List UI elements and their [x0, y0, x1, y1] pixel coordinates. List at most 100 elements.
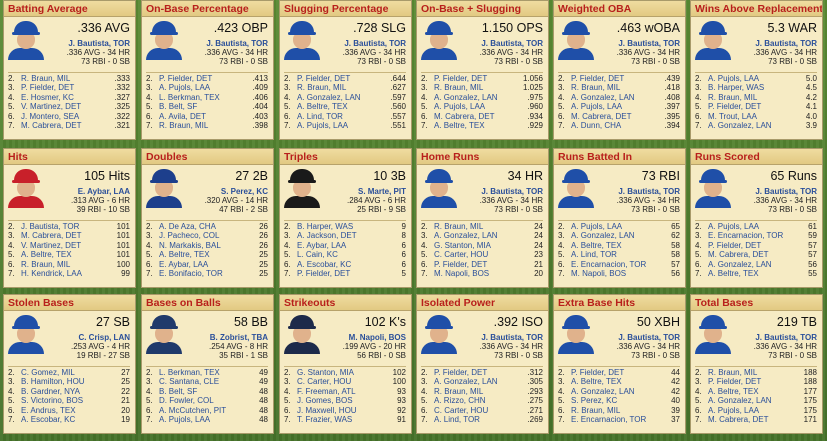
player-name[interactable]: F. Freeman, ATL — [297, 386, 356, 396]
rank-row[interactable]: 6. M. Cabrera, DET .934 — [421, 112, 543, 121]
rank-row[interactable]: 4. A. Gonzalez, LAN .597 — [284, 93, 406, 102]
player-name[interactable]: A. Beltre, TEX — [21, 250, 72, 260]
rank-row[interactable]: 2. B. Harper, WAS 9 — [284, 222, 406, 231]
rank-row[interactable]: 2. P. Fielder, DET 44 — [558, 368, 680, 377]
rank-row[interactable]: 7. E. Encarnacion, TOR 37 — [558, 415, 680, 424]
player-name[interactable]: A. Pujols, LAA — [159, 414, 211, 424]
rank-row[interactable]: 6. P. Fielder, DET 21 — [421, 260, 543, 269]
player-name[interactable]: A. Pujols, LAA — [708, 74, 760, 83]
rank-row[interactable]: 4. R. Braun, MIL .293 — [421, 387, 543, 396]
rank-row[interactable]: 4. P. Fielder, DET 57 — [695, 241, 817, 250]
rank-row[interactable]: 2. A. Pujols, LAA 61 — [695, 222, 817, 231]
rank-row[interactable]: 3. P. Fielder, DET 188 — [695, 377, 817, 386]
player-name[interactable]: A. Gonzalez, LAN — [434, 377, 498, 387]
player-name[interactable]: A. Pujols, LAA — [708, 405, 760, 415]
player-name[interactable]: J. Gomes, BOS — [297, 396, 353, 406]
rank-row[interactable]: 7. A. Pujols, LAA .551 — [284, 121, 406, 130]
player-name[interactable]: P. Fielder, DET — [434, 368, 488, 377]
rank-row[interactable]: 7. A. Beltre, TEX 55 — [695, 269, 817, 278]
player-name[interactable]: E. Aybar, LAA — [159, 259, 209, 269]
rank-row[interactable]: 5. C. Carter, HOU 23 — [421, 250, 543, 259]
rank-row[interactable]: 3. R. Braun, MIL .418 — [558, 83, 680, 92]
player-name[interactable]: R. Braun, MIL — [708, 92, 758, 102]
player-name[interactable]: B. Harper, WAS — [708, 83, 765, 93]
rank-row[interactable]: 6. J. Maxwell, HOU 92 — [284, 406, 406, 415]
rank-row[interactable]: 5. J. Gomes, BOS 93 — [284, 396, 406, 405]
player-name[interactable]: B. Harper, WAS — [297, 222, 354, 231]
leader-card[interactable]: Total Bases 219 TB J. Bautista, TOR .336 AV… — [690, 294, 823, 434]
player-name[interactable]: E. Encarnacion, TOR — [571, 259, 647, 269]
rank-row[interactable]: 3. J. Pacheco, COL 26 — [146, 231, 268, 240]
player-name[interactable]: R. Braun, MIL — [21, 259, 71, 269]
leader-card[interactable]: Runs Batted In 73 RBI J. Bautista, TOR .336… — [553, 148, 686, 288]
rank-row[interactable]: 5. M. Cabrera, DET 57 — [695, 250, 817, 259]
player-name[interactable]: H. Kendrick, LAA — [21, 268, 82, 278]
leader-name[interactable]: J. Bautista, TOR — [618, 187, 680, 196]
player-name[interactable]: A. Gonzalez, LAN — [571, 386, 635, 396]
player-name[interactable]: S. Perez, KC — [571, 396, 618, 406]
rank-row[interactable]: 6. E. Andrus, TEX 20 — [8, 406, 130, 415]
player-name[interactable]: B. Belt, SF — [159, 386, 198, 396]
rank-row[interactable]: 6. A. Avila, DET .403 — [146, 112, 268, 121]
player-name[interactable]: A. Beltre, TEX — [297, 102, 348, 112]
rank-row[interactable]: 5. L. Cain, KC 6 — [284, 250, 406, 259]
player-name[interactable]: P. Fielder, DET — [159, 74, 213, 83]
rank-row[interactable]: 4. A. Gonzalez, LAN .975 — [421, 93, 543, 102]
rank-row[interactable]: 6. A. Lind, TOR .557 — [284, 112, 406, 121]
player-name[interactable]: A. Gonzalez, LAN — [571, 231, 635, 241]
leader-card[interactable]: Triples 10 3B S. Marte, PIT .284 AVG - 6 HR… — [279, 148, 412, 288]
player-name[interactable]: L. Berkman, TEX — [159, 92, 220, 102]
player-name[interactable]: M. Cabrera, DET — [571, 111, 632, 121]
rank-row[interactable]: 3. P. Fielder, DET .332 — [8, 83, 130, 92]
leader-name[interactable]: J. Bautista, TOR — [618, 333, 680, 342]
rank-row[interactable]: 2. A. Pujols, LAA 5.0 — [695, 74, 817, 83]
rank-row[interactable]: 2. C. Gomez, MIL 27 — [8, 368, 130, 377]
leader-card[interactable]: Hits 105 Hits E. Aybar, LAA .313 AVG - 6 HR… — [3, 148, 136, 288]
player-name[interactable]: A. Beltre, TEX — [571, 377, 622, 387]
rank-row[interactable]: 3. A. Beltre, TEX 42 — [558, 377, 680, 386]
leader-name[interactable]: J. Bautista, TOR — [618, 39, 680, 48]
rank-row[interactable]: 7. A. Gonzalez, LAN 3.9 — [695, 121, 817, 130]
player-name[interactable]: J. Bautista, TOR — [21, 222, 80, 231]
player-name[interactable]: V. Martinez, DET — [21, 102, 82, 112]
player-name[interactable]: S. Victorino, BOS — [21, 396, 84, 406]
rank-row[interactable]: 2. G. Stanton, MIA 102 — [284, 368, 406, 377]
leader-card[interactable]: Wins Above Replacement 5.3 WAR J. Bautista… — [690, 0, 823, 140]
leader-card[interactable]: On-Base + Slugging 1.150 OPS J. Bautista, … — [416, 0, 549, 140]
player-name[interactable]: A. Pujols, LAA — [708, 222, 760, 231]
rank-row[interactable]: 7. M. Napoli, BOS 56 — [558, 269, 680, 278]
leader-name[interactable]: M. Napoli, BOS — [348, 333, 406, 342]
player-name[interactable]: A. Lind, TOR — [297, 111, 343, 121]
rank-row[interactable]: 6. R. Braun, MIL 39 — [558, 406, 680, 415]
player-name[interactable]: R. Braun, MIL — [159, 120, 209, 130]
rank-row[interactable]: 7. A. Lind, TOR .269 — [421, 415, 543, 424]
player-name[interactable]: M. Cabrera, DET — [434, 111, 495, 121]
rank-row[interactable]: 2. R. Braun, MIL .333 — [8, 74, 130, 83]
leader-card[interactable]: Runs Scored 65 Runs J. Bautista, TOR .336 A… — [690, 148, 823, 288]
leader-name[interactable]: J. Bautista, TOR — [755, 333, 817, 342]
rank-row[interactable]: 4. A. Beltre, TEX 58 — [558, 241, 680, 250]
player-name[interactable]: A. Beltre, TEX — [434, 120, 485, 130]
rank-row[interactable]: 6. A. Gonzalez, LAN 56 — [695, 260, 817, 269]
player-name[interactable]: A. Gonzalez, LAN — [708, 396, 772, 406]
rank-row[interactable]: 7. R. Braun, MIL .398 — [146, 121, 268, 130]
player-name[interactable]: P. Fielder, DET — [21, 83, 75, 93]
rank-row[interactable]: 3. R. Braun, MIL 1.025 — [421, 83, 543, 92]
rank-row[interactable]: 4. V. Martinez, DET 101 — [8, 241, 130, 250]
rank-row[interactable]: 5. A. Beltre, TEX 25 — [146, 250, 268, 259]
player-name[interactable]: L. Cain, KC — [297, 250, 338, 260]
leader-card[interactable]: Strikeouts 102 K's M. Napoli, BOS .199 AVG … — [279, 294, 412, 434]
leader-name[interactable]: E. Aybar, LAA — [77, 187, 130, 196]
player-name[interactable]: A. Gonzalez, LAN — [434, 231, 498, 241]
player-name[interactable]: A. Beltre, TEX — [159, 250, 210, 260]
leader-card[interactable]: Stolen Bases 27 SB C. Crisp, LAN .253 AVG -… — [3, 294, 136, 434]
rank-row[interactable]: 5. A. Beltre, TEX 101 — [8, 250, 130, 259]
player-name[interactable]: E. Bonifacio, TOR — [159, 268, 223, 278]
rank-row[interactable]: 7. M. Cabrera, DET .321 — [8, 121, 130, 130]
leader-card[interactable]: Home Runs 34 HR J. Bautista, TOR .336 AVG -… — [416, 148, 549, 288]
leader-name[interactable]: J. Bautista, TOR — [481, 39, 543, 48]
player-name[interactable]: B. Gardner, NYA — [21, 386, 80, 396]
player-name[interactable]: P. Fielder, DET — [571, 74, 625, 83]
player-name[interactable]: R. Braun, MIL — [21, 74, 71, 83]
rank-row[interactable]: 4. R. Braun, MIL 4.2 — [695, 93, 817, 102]
